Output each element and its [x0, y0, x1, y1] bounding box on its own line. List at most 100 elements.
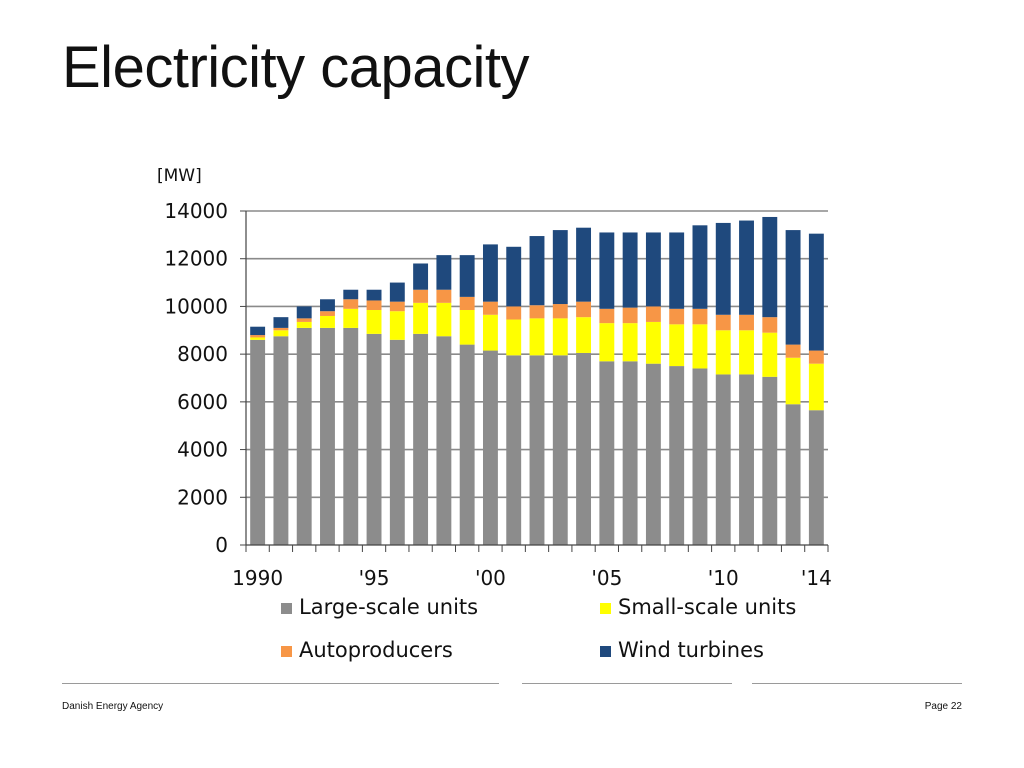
- bar-2007-large-scale-units: [645, 363, 661, 545]
- footer-organization: Danish Energy Agency: [62, 701, 164, 712]
- bar-2009-large-scale-units: [692, 368, 708, 545]
- bar-2006-large-scale-units: [622, 361, 638, 545]
- x-tick-label-1990: 1990: [232, 566, 283, 590]
- footer-divider-right: [752, 683, 962, 684]
- legend-swatch-wind-turbines: [600, 646, 611, 657]
- y-tick-label-8000: 8000: [177, 342, 228, 366]
- bar-2005-autoproducers: [599, 308, 615, 324]
- bar-2005-small-scale-units: [599, 323, 615, 362]
- bar-1994-autoproducers: [343, 299, 359, 309]
- bar-1999-large-scale-units: [459, 344, 475, 545]
- bar-1992-wind-turbines: [296, 306, 312, 319]
- bar-1995-small-scale-units: [366, 310, 382, 334]
- bar-1990-wind-turbines: [250, 326, 266, 336]
- bar-2003-wind-turbines: [552, 230, 568, 305]
- legend: Large-scale units Small-scale units Autopr…: [281, 595, 796, 662]
- bar-1997-large-scale-units: [413, 333, 429, 545]
- x-tick-label-2010: '10: [708, 566, 739, 590]
- bar-1995-large-scale-units: [366, 333, 382, 545]
- bar-1990-small-scale-units: [250, 337, 266, 340]
- bar-2012-large-scale-units: [762, 376, 778, 545]
- bar-2000-large-scale-units: [482, 350, 498, 545]
- bar-2006-wind-turbines: [622, 232, 638, 308]
- bar-2000-autoproducers: [482, 301, 498, 315]
- bar-2011-wind-turbines: [739, 220, 754, 315]
- bar-2004-small-scale-units: [576, 317, 592, 353]
- bar-1997-autoproducers: [413, 289, 429, 303]
- bar-1992-autoproducers: [296, 318, 312, 322]
- bar-2006-small-scale-units: [622, 323, 638, 362]
- bar-1991-small-scale-units: [273, 330, 289, 337]
- bar-2005-wind-turbines: [599, 232, 615, 309]
- bar-2013-small-scale-units: [785, 357, 801, 405]
- bar-2001-small-scale-units: [506, 319, 522, 356]
- y-tick-label-0: 0: [215, 533, 228, 557]
- bar-1991-large-scale-units: [273, 336, 289, 545]
- bar-1993-wind-turbines: [320, 299, 335, 312]
- bar-1993-small-scale-units: [320, 315, 335, 328]
- bar-2000-small-scale-units: [482, 314, 498, 351]
- axes: 0 2000 4000 6000 8000 10000 12000 14000 [MW] 1990…: [157, 166, 832, 590]
- bar-2004-autoproducers: [576, 301, 592, 318]
- legend-label-wind-turbines: Wind turbines: [618, 638, 764, 662]
- bar-2013-autoproducers: [785, 344, 801, 358]
- bar-2010-small-scale-units: [715, 330, 731, 375]
- bar-2011-autoproducers: [739, 314, 754, 331]
- bar-2004-large-scale-units: [576, 352, 592, 545]
- y-tick-label-12000: 12000: [164, 247, 228, 271]
- legend-swatch-small-scale-units: [600, 603, 611, 614]
- bar-1994-small-scale-units: [343, 308, 359, 328]
- bar-1990-autoproducers: [250, 335, 266, 338]
- legend-label-small-scale-units: Small-scale units: [618, 595, 796, 619]
- bar-1992-small-scale-units: [296, 321, 312, 328]
- bar-2009-small-scale-units: [692, 324, 708, 369]
- y-axis-unit-label: [MW]: [157, 166, 202, 186]
- x-tick-label-1995: '95: [359, 566, 390, 590]
- bar-2001-autoproducers: [506, 306, 522, 320]
- bar-2005-large-scale-units: [599, 361, 615, 545]
- bar-2001-large-scale-units: [506, 355, 522, 545]
- bar-2013-large-scale-units: [785, 404, 801, 545]
- bar-2002-autoproducers: [529, 305, 545, 319]
- y-tick-label-4000: 4000: [177, 438, 228, 462]
- bar-2011-large-scale-units: [739, 374, 754, 545]
- bar-1996-large-scale-units: [389, 339, 405, 545]
- legend-swatch-large-scale-units: [281, 603, 292, 614]
- bar-1999-autoproducers: [459, 296, 475, 311]
- bar-2001-wind-turbines: [506, 246, 522, 307]
- bar-2012-small-scale-units: [762, 332, 778, 377]
- bar-1990-large-scale-units: [250, 339, 266, 545]
- bar-2000-wind-turbines: [482, 244, 498, 302]
- bar-1999-wind-turbines: [459, 255, 475, 297]
- bar-2010-large-scale-units: [715, 374, 731, 545]
- bar-1998-large-scale-units: [436, 336, 452, 545]
- legend-swatch-autoproducers: [281, 646, 292, 657]
- bar-2007-small-scale-units: [645, 321, 661, 364]
- bar-2014-small-scale-units: [808, 363, 824, 411]
- y-tick-label-2000: 2000: [177, 485, 228, 509]
- bar-2014-wind-turbines: [808, 233, 824, 351]
- bar-1996-small-scale-units: [389, 311, 405, 340]
- y-tick-label-14000: 14000: [164, 199, 228, 223]
- x-tick-label-2000: '00: [475, 566, 506, 590]
- bar-2012-wind-turbines: [762, 216, 778, 318]
- bar-2003-autoproducers: [552, 304, 568, 319]
- bar-2008-small-scale-units: [669, 324, 685, 367]
- y-tick-label-6000: 6000: [177, 390, 228, 414]
- y-tick-label-10000: 10000: [164, 294, 228, 318]
- bar-2014-autoproducers: [808, 350, 824, 364]
- footer-page-number: Page 22: [924, 701, 962, 712]
- bar-2007-autoproducers: [645, 306, 661, 322]
- bar-2008-large-scale-units: [669, 366, 685, 545]
- bar-1997-wind-turbines: [413, 263, 429, 290]
- bar-2009-autoproducers: [692, 308, 708, 325]
- bar-2007-wind-turbines: [645, 232, 661, 307]
- bar-1993-large-scale-units: [320, 327, 335, 545]
- x-tick-label-2005: '05: [591, 566, 622, 590]
- bars: [250, 216, 824, 545]
- bar-2012-autoproducers: [762, 317, 778, 333]
- footer-divider-middle: [522, 683, 732, 684]
- footer-divider-left: [62, 683, 499, 684]
- bar-2009-wind-turbines: [692, 225, 708, 309]
- bar-1993-autoproducers: [320, 311, 335, 316]
